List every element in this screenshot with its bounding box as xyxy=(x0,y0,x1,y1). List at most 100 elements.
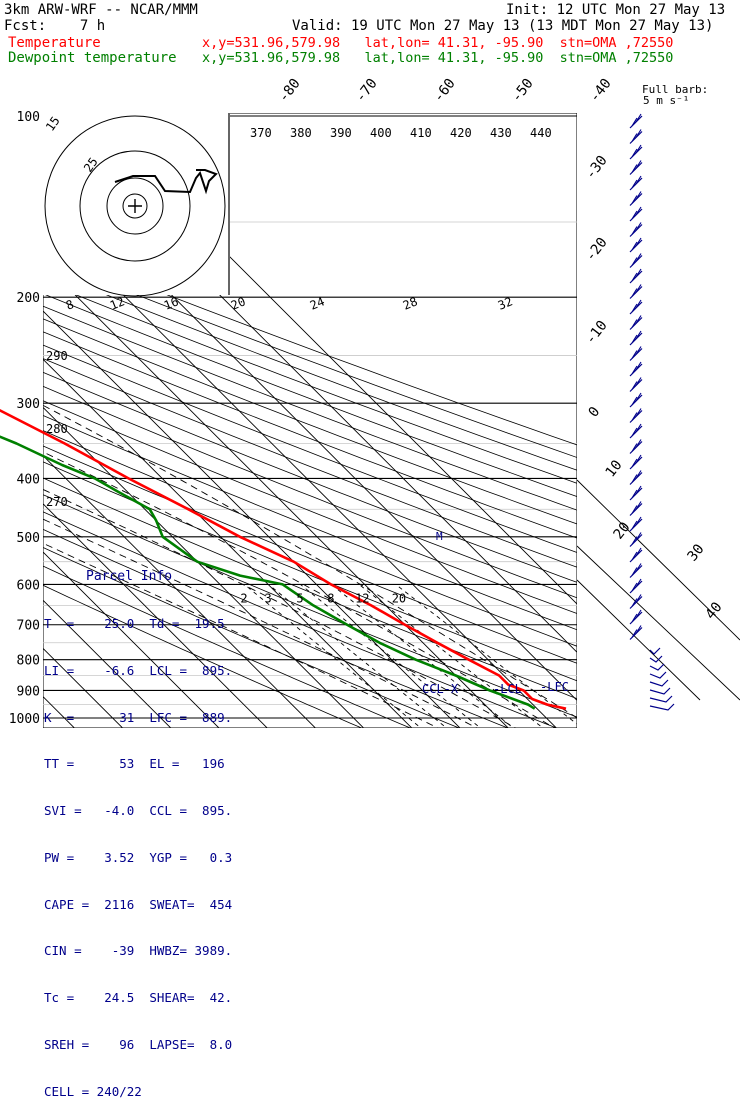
wind-barb-flag xyxy=(631,489,638,499)
wind-barb-flag xyxy=(635,578,642,588)
isotherm-label: 30 xyxy=(685,541,708,564)
parcel-info-panel: Parcel Info T = 25.0 Td = 19.5 LI = -6.6… xyxy=(44,538,244,1115)
isotherm-line xyxy=(43,454,317,728)
lfc-marker-label: -LFC xyxy=(540,680,569,694)
wind-barb-flag xyxy=(635,113,642,123)
valid-time: Valid: 19 UTC Mon 27 May 13 (13 MDT Mon … xyxy=(292,18,714,34)
wind-barb-flag xyxy=(631,288,638,297)
dry-adiabat-line xyxy=(43,245,577,446)
forecast-hour: Fcst: 7 h xyxy=(4,18,106,34)
theta-label: 370 xyxy=(250,126,272,140)
mixing-ratio-line xyxy=(268,584,448,728)
wind-barb xyxy=(629,423,643,439)
wind-barb xyxy=(629,346,643,361)
dry-adiabat-line xyxy=(43,344,577,553)
wind-barb xyxy=(629,237,643,253)
dry-adiabat-line xyxy=(43,461,577,682)
hodograph-speed-label: 20 xyxy=(229,294,248,312)
wind-barb-flag xyxy=(631,350,638,359)
wind-barb xyxy=(629,501,643,516)
wind-barb-flag xyxy=(631,319,638,328)
parcel-row: SVI = -4.0 CCL = 895. xyxy=(44,803,233,819)
wind-barb xyxy=(629,454,643,470)
theta-label: 390 xyxy=(330,126,352,140)
dewpoint-profile-line xyxy=(0,435,536,710)
mixing-ratio-label: 2 xyxy=(240,591,247,605)
dry-adiabat-line xyxy=(43,494,577,718)
isotherm-line xyxy=(43,310,461,728)
wind-barb-flag xyxy=(631,427,638,437)
lcl-marker-label: -LCL xyxy=(493,682,522,696)
dewpoint-location-info: x,y=531.96,579.98 lat,lon= 41.31, -95.90… xyxy=(202,50,674,66)
dry-adiabat-line xyxy=(43,358,577,568)
wind-barb xyxy=(629,206,643,222)
wind-barb xyxy=(629,175,643,191)
wind-barb-flag xyxy=(635,392,642,402)
mixing-ratio-label: 3 xyxy=(265,591,272,605)
wind-barb xyxy=(629,408,643,423)
theta-label: 440 xyxy=(530,126,552,140)
dry-adiabat-line xyxy=(43,257,577,458)
wind-barb-key-units: 5 m s⁻¹ xyxy=(643,94,689,107)
wind-barb-flag xyxy=(635,609,642,619)
wind-barb-key-label: Full barb: xyxy=(642,83,708,96)
isotherm-line xyxy=(43,406,365,728)
wind-barb xyxy=(629,361,643,377)
theta-label: 420 xyxy=(450,126,472,140)
hodograph-ring-label: 25 xyxy=(81,155,101,175)
wind-barb-flag xyxy=(631,148,638,158)
parcel-row: Tc = 24.5 SHEAR= 42. xyxy=(44,990,233,1006)
isotherm-label: -60 xyxy=(431,76,459,106)
dry-adiabat-line xyxy=(43,385,577,599)
pressure-tick-label: 100 xyxy=(17,110,40,125)
wind-barb xyxy=(629,222,643,237)
wind-barb xyxy=(629,470,643,485)
wind-barb-flag xyxy=(631,505,638,514)
mixing-ratio-line xyxy=(244,584,422,728)
wind-barb-flag xyxy=(635,237,642,247)
wind-barb xyxy=(629,563,643,578)
wind-barb-flag xyxy=(631,241,638,251)
wind-barb xyxy=(629,439,643,454)
wind-barb-flag xyxy=(635,516,642,526)
parcel-row: CIN = -39 HWBZ= 3989. xyxy=(44,943,233,959)
pressure-tick-label: 900 xyxy=(17,684,40,699)
hodograph-speed-label: 24 xyxy=(308,294,327,312)
wind-barb-flag xyxy=(635,547,642,557)
dry-adiabat-line xyxy=(43,281,577,484)
wind-barb-flag xyxy=(631,458,638,468)
parcel-row: SREH = 96 LAPSE= 8.0 xyxy=(44,1037,233,1052)
isotherm-line xyxy=(43,358,413,728)
wind-barb-flag xyxy=(635,222,642,231)
skew-border-line xyxy=(576,479,740,701)
wind-barb-flag xyxy=(631,303,638,313)
temperature-location-info: x,y=531.96,579.98 lat,lon= 41.31, -95.90… xyxy=(202,35,674,51)
wind-barb xyxy=(649,679,669,687)
isotherm-line xyxy=(43,551,220,728)
pressure-tick-label: 500 xyxy=(17,531,40,546)
wind-barb-flag xyxy=(635,160,642,169)
theta-label: 380 xyxy=(290,126,312,140)
theta-label: 410 xyxy=(410,126,432,140)
hodograph-speed-label: 28 xyxy=(401,294,420,312)
wind-barb-flag xyxy=(635,315,642,324)
wind-barb xyxy=(629,160,643,175)
moist-adiabat-line xyxy=(43,518,478,728)
parcel-row: CELL = 240/22 xyxy=(44,1083,142,1099)
hodograph-direction-label: 290 xyxy=(46,349,68,363)
wind-barb xyxy=(649,703,675,711)
pressure-tick-label: 600 xyxy=(17,578,40,593)
wind-barb-flag xyxy=(631,412,638,421)
wind-barb-flag xyxy=(635,532,642,541)
isotherm-label: 40 xyxy=(703,599,726,622)
wind-barb-flag xyxy=(631,474,638,483)
wind-barb xyxy=(629,299,643,315)
wind-barb xyxy=(629,268,643,284)
wind-barb-flag xyxy=(631,272,638,282)
wind-barb-flag xyxy=(631,567,638,576)
parcel-row: TT = 53 EL = 196 xyxy=(44,756,225,772)
dry-adiabat-line xyxy=(43,445,577,664)
hodograph-ring-label: 15 xyxy=(43,114,63,134)
wind-barb-flag xyxy=(635,191,642,200)
